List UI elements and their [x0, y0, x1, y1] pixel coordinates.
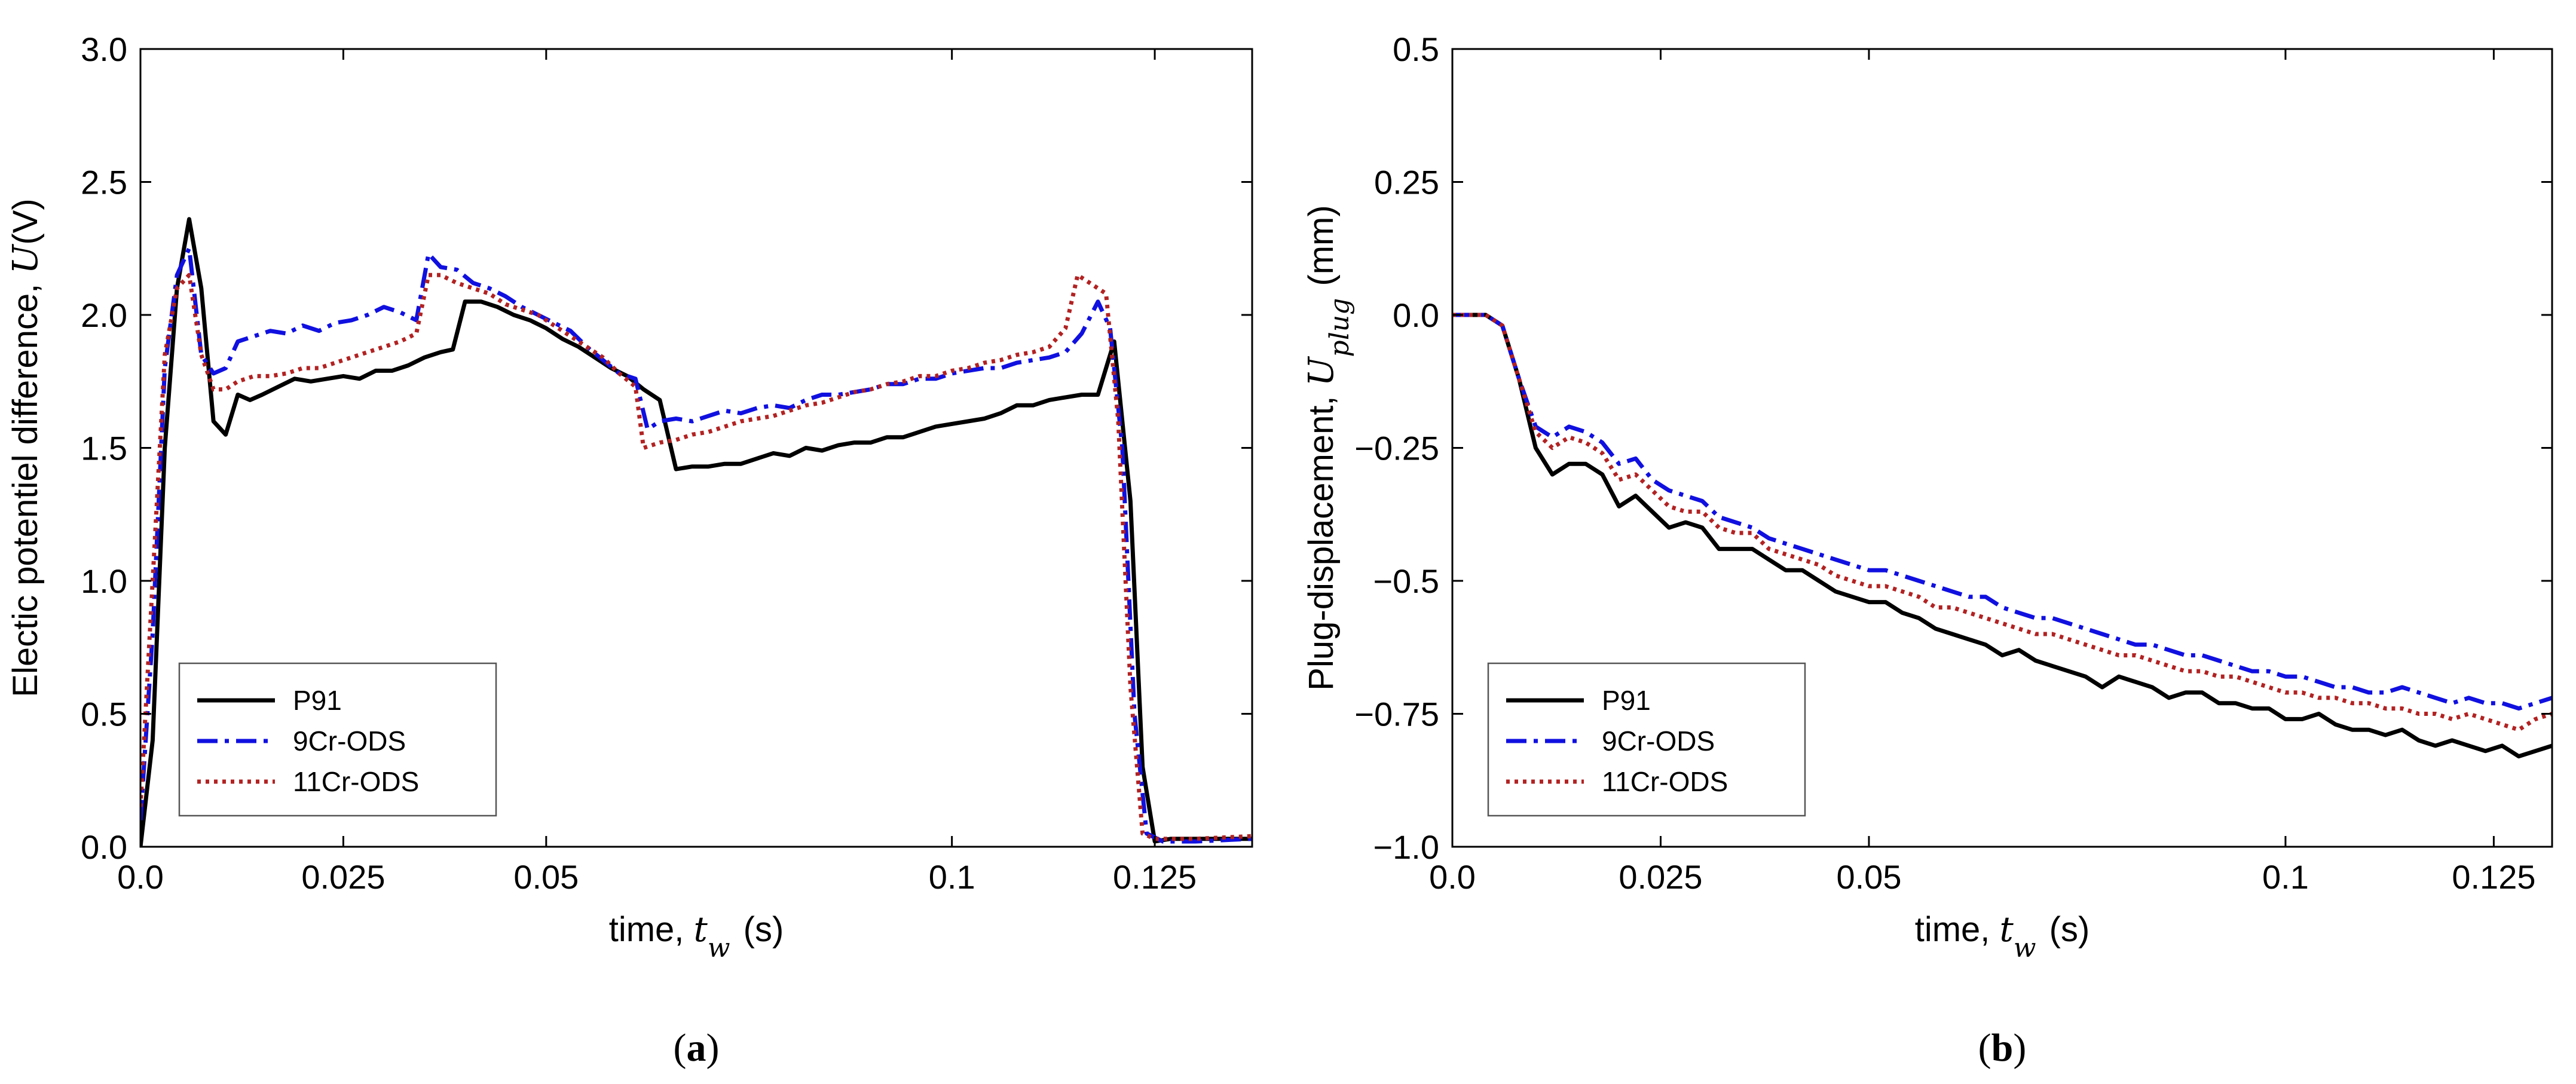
x-tick-label: 0.1 [2262, 858, 2309, 896]
y-tick-label: −1.0 [1373, 828, 1439, 866]
legend: P91 9Cr-ODS 11Cr-ODS [1487, 662, 1806, 817]
x-tick-label: 0.025 [1619, 858, 1702, 896]
x-tick-label: 0.05 [513, 858, 579, 896]
legend-label: P91 [293, 685, 342, 716]
x-tick-label: 0.125 [1113, 858, 1197, 896]
y-tick-label: 3.0 [81, 30, 127, 68]
x-tick-label: 0.025 [301, 858, 385, 896]
series-line-9Cr-ODS [140, 246, 1252, 844]
series-group [140, 217, 1252, 847]
legend-label: 11Cr-ODS [1602, 766, 1728, 797]
y-axis-label: Electic potentiel difference, U(V) [5, 198, 45, 697]
series-line-P91 [1452, 313, 2552, 759]
legend-box [1487, 662, 1806, 817]
y-tick-label: 0.25 [1374, 164, 1439, 201]
series-line-11Cr-ODS [1452, 313, 2552, 732]
y-tick-label: 0.0 [81, 828, 127, 866]
y-tick-label: −0.75 [1354, 696, 1439, 733]
series-line-11Cr-ODS [140, 272, 1252, 841]
y-tick-label: 0.0 [1393, 296, 1439, 334]
x-axis-label: time, tw (s) [609, 909, 784, 963]
legend: P91 9Cr-ODS 11Cr-ODS [178, 662, 497, 817]
y-tick-label: 0.5 [1393, 30, 1439, 68]
y-axis-label: Plug-displacement, Uplug (mm) [1301, 205, 1355, 690]
x-tick-label: 0.05 [1836, 858, 1901, 896]
y-tick-label: 2.5 [81, 164, 127, 201]
y-tick-label: −0.25 [1354, 430, 1439, 467]
series-line-9Cr-ODS [1452, 313, 2552, 711]
y-tick-label: 1.0 [81, 562, 127, 600]
x-tick-label: 0.1 [929, 858, 975, 896]
x-axis-label: time, tw (s) [1915, 909, 2090, 963]
panel-label: (b) [1978, 1026, 2027, 1070]
chart-a: 0.0 0.025 0.05 0.1 0.125 0.0 0.5 1.0 1.5 2.0 2.5 3.… [5, 30, 1253, 1070]
y-tick-label: 1.5 [81, 430, 127, 467]
x-tick-label: 0.125 [2452, 858, 2535, 896]
series-group [1452, 313, 2552, 759]
chart-b: 0.0 0.025 0.05 0.1 0.125 0.5 0.25 0.0 −0.25 −0.5 −… [1301, 30, 2553, 1070]
legend-label: P91 [1602, 685, 1651, 716]
series-line-P91 [140, 217, 1252, 847]
y-tick-label: −0.5 [1373, 562, 1439, 600]
legend-box [178, 662, 497, 817]
legend-label: 9Cr-ODS [293, 725, 406, 757]
panel-label: (a) [674, 1026, 720, 1070]
x-tick-label: 0.0 [1429, 858, 1476, 896]
y-tick-label: 2.0 [81, 296, 127, 334]
y-tick-label: 0.5 [81, 696, 127, 733]
x-tick-label: 0.0 [117, 858, 164, 896]
legend-label: 9Cr-ODS [1602, 725, 1715, 757]
legend-label: 11Cr-ODS [293, 766, 419, 797]
